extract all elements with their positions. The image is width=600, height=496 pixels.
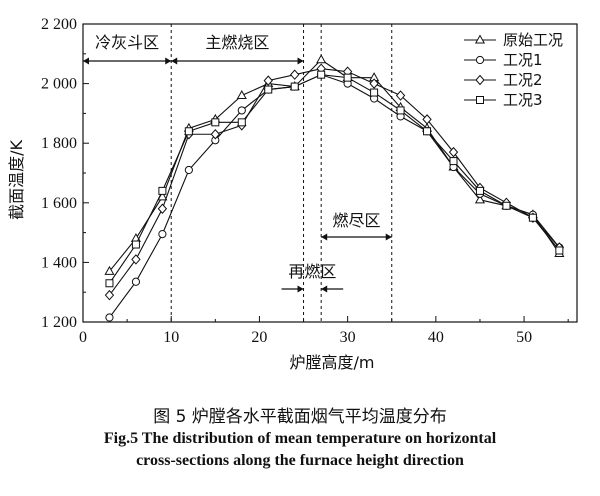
data-point <box>423 127 432 136</box>
data-point <box>210 129 220 140</box>
legend-label: 工况1 <box>503 51 543 69</box>
x-tick-label: 40 <box>428 329 444 346</box>
region-4: 燃尽区 <box>321 211 392 241</box>
y-tick-label: 1 800 <box>41 135 77 152</box>
data-point <box>475 55 485 65</box>
x-tick-label: 20 <box>251 329 267 346</box>
region-label: 主燃烧区 <box>205 33 269 52</box>
x-tick-label: 10 <box>163 329 179 346</box>
caption-english: Fig.5 The distribution of mean temperatu… <box>0 428 600 472</box>
data-point <box>555 246 564 255</box>
y-tick-label: 2 000 <box>41 76 77 93</box>
arrow-head <box>321 285 328 293</box>
arrow-head <box>165 57 172 65</box>
x-tick-label: 50 <box>516 329 532 346</box>
data-point <box>290 69 300 80</box>
temperature-chart: 0 10 20 30 40 50 1 200 1 400 1 600 1 800 2 000 2 20… <box>7 16 578 372</box>
data-point <box>104 265 115 275</box>
region-label: 再燃区 <box>288 262 336 281</box>
x-tick-label: 30 <box>340 329 356 346</box>
series-line <box>109 74 560 284</box>
data-point <box>105 313 114 322</box>
series-4 <box>105 70 564 288</box>
region-label: 燃尽区 <box>332 211 380 230</box>
y-tick-label: 1 600 <box>41 195 77 212</box>
arrow-head <box>321 233 328 241</box>
caption-chinese: 图 5 炉膛各水平截面烟气平均温度分布 <box>153 407 447 427</box>
data-point <box>448 146 459 158</box>
x-tick-label: 0 <box>79 329 87 346</box>
caption-english-line-1: Fig.5 The distribution of mean temperatu… <box>103 430 497 447</box>
series-line <box>109 68 560 296</box>
data-point <box>475 186 484 195</box>
data-point <box>449 157 458 166</box>
data-point <box>211 118 220 127</box>
chart-axes: 0 10 20 30 40 50 1 200 1 400 1 600 1 800 2 000 2 20… <box>41 16 578 346</box>
data-point <box>131 277 141 286</box>
data-point <box>236 89 247 100</box>
data-point <box>131 240 140 249</box>
data-point <box>237 118 246 127</box>
region-2: 主燃烧区 <box>171 33 304 65</box>
series-group <box>104 54 565 322</box>
region-3: 再燃区 <box>281 262 344 293</box>
legend-item-2: 工况1 <box>464 51 543 69</box>
data-point <box>316 54 327 64</box>
y-axis-label: 截面温度/K <box>7 140 26 220</box>
legend-label: 工况3 <box>503 91 543 109</box>
arrow-head <box>171 57 178 65</box>
data-point <box>474 194 486 204</box>
data-point <box>105 279 114 288</box>
legend-item-1: 原始工况 <box>464 31 563 49</box>
legend-item-4: 工况3 <box>464 91 543 109</box>
data-point <box>370 88 379 97</box>
arrow-head <box>297 285 304 293</box>
region-dividers <box>170 24 393 322</box>
data-point <box>263 75 273 86</box>
y-tick-label: 1 200 <box>41 314 77 331</box>
data-point <box>290 82 299 91</box>
data-point <box>104 289 115 301</box>
data-point <box>396 106 405 115</box>
data-point <box>157 203 168 215</box>
arrow-head <box>297 57 304 65</box>
data-point <box>237 106 246 115</box>
legend-label: 工况2 <box>503 71 543 89</box>
data-point <box>343 73 352 82</box>
data-point <box>474 34 486 44</box>
data-point <box>158 229 167 239</box>
legend-label: 原始工况 <box>503 31 563 49</box>
data-point <box>158 186 167 195</box>
data-point <box>131 254 141 265</box>
data-point <box>476 96 484 104</box>
x-axis-label: 炉膛高度/m <box>290 353 375 372</box>
data-point <box>317 70 326 79</box>
data-point <box>502 201 511 210</box>
y-tick-label: 2 200 <box>41 16 77 33</box>
series-line <box>109 74 560 318</box>
data-point <box>528 213 537 222</box>
data-point <box>264 85 273 94</box>
data-point <box>184 127 193 136</box>
region-label: 冷灰斗区 <box>95 33 159 52</box>
series-line <box>109 59 560 272</box>
data-point <box>184 165 193 175</box>
arrow-head <box>385 233 392 241</box>
data-point <box>369 78 379 89</box>
data-point <box>395 90 406 101</box>
caption-english-line-2: cross-sections along the furnace height … <box>136 452 464 469</box>
arrow-head <box>83 57 89 65</box>
data-point <box>422 114 432 125</box>
region-1: 冷灰斗区 <box>83 33 172 65</box>
data-point <box>475 74 485 86</box>
y-tick-label: 1 400 <box>41 254 77 271</box>
legend-item-3: 工况2 <box>464 71 543 89</box>
